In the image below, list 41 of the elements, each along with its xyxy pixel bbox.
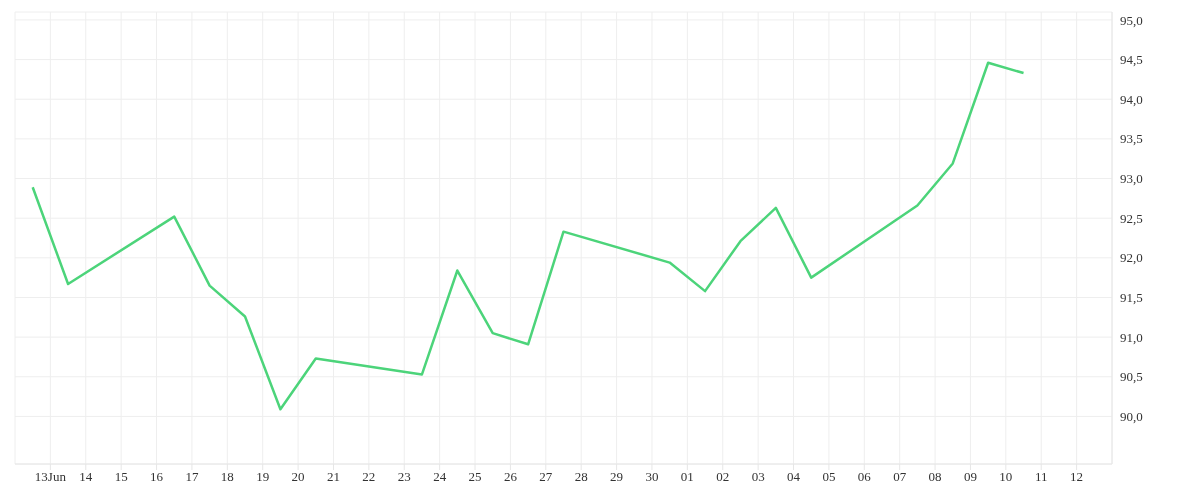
x-tick-label: 27: [539, 469, 553, 485]
y-tick-label: 93,5: [1120, 131, 1143, 147]
y-tick-label: 95,0: [1120, 12, 1143, 28]
y-tick-label: 93,0: [1120, 171, 1143, 187]
x-tick-label: 06: [857, 469, 872, 485]
x-tick-label: 16: [150, 469, 164, 485]
x-tick-label: 28: [574, 469, 588, 485]
x-tick-label: 12: [1070, 469, 1084, 485]
y-tick-label: 94,0: [1120, 91, 1143, 107]
x-tick-label: 04: [787, 469, 801, 485]
y-tick-label: 90,0: [1120, 409, 1143, 425]
x-tick-label: 26: [503, 469, 518, 485]
y-tick-label: 91,0: [1120, 329, 1143, 345]
x-tick-label: 08: [928, 469, 942, 485]
x-tick-label: 21: [326, 469, 340, 485]
x-tick-label: 24: [433, 469, 447, 485]
x-tick-label: 14: [79, 469, 93, 485]
y-tick-label: 92,5: [1120, 210, 1143, 226]
x-tick-label: 02: [716, 469, 730, 485]
x-tick-label: 11: [1034, 469, 1048, 485]
x-tick-label: 23: [397, 469, 411, 485]
x-tick-label: 20: [291, 469, 305, 485]
x-tick-label: 09: [963, 469, 977, 485]
y-tick-label: 94,5: [1120, 52, 1143, 68]
x-tick-label: 13Jun: [34, 469, 67, 485]
x-tick-label: 29: [610, 469, 624, 485]
y-tick-label: 90,5: [1120, 369, 1143, 385]
x-tick-label: 25: [468, 469, 482, 485]
x-tick-label: 03: [751, 469, 765, 485]
x-tick-label: 07: [893, 469, 907, 485]
x-tick-label: 18: [220, 469, 234, 485]
x-tick-label: 22: [362, 469, 376, 485]
x-tick-label: 10: [999, 469, 1013, 485]
y-tick-label: 92,0: [1120, 250, 1143, 266]
x-tick-label: 01: [680, 469, 694, 485]
y-tick-label: 91,5: [1120, 290, 1143, 306]
x-tick-label: 05: [822, 469, 836, 485]
x-tick-label: 15: [114, 469, 128, 485]
x-tick-label: 30: [645, 469, 659, 485]
x-tick-label: 19: [256, 469, 270, 485]
x-tick-label: 17: [185, 469, 199, 485]
